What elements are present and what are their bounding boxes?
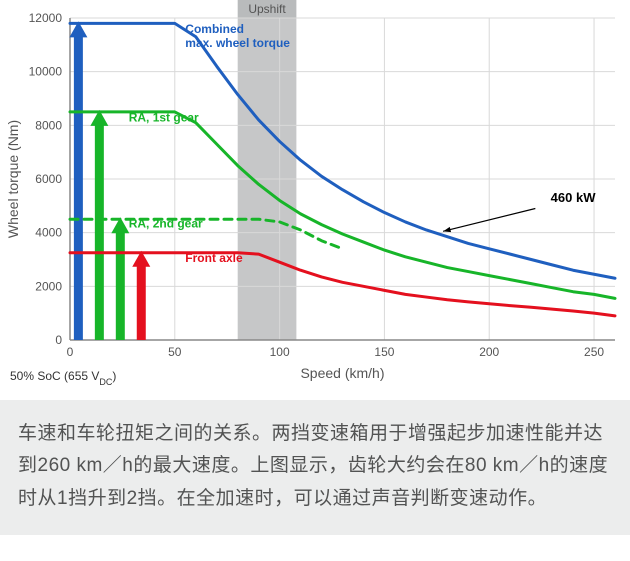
series-ra1 [70,112,615,298]
y-axis-label: Wheel torque (Nm) [5,120,21,238]
svg-text:50: 50 [168,345,182,359]
upshift-label: Upshift [248,2,286,16]
series-label-combined: max. wheel torque [185,36,290,50]
series-label-front: Front axle [185,251,243,265]
series-label-ra2: RA, 2nd gear [129,216,203,230]
svg-text:250: 250 [584,345,604,359]
caption-text: 车速和车轮扭矩之间的关系。两挡变速箱用于增强起步加速性能并达到260 km／h的… [18,423,608,509]
series-label-ra1: RA, 1st gear [129,110,199,124]
svg-text:2000: 2000 [35,279,62,293]
svg-text:12000: 12000 [29,11,63,25]
caption: 车速和车轮扭矩之间的关系。两挡变速箱用于增强起步加速性能并达到260 km／h的… [0,400,630,535]
x-axis-label: Speed (km/h) [300,365,384,381]
annotation-460kw: 460 kW [551,190,597,205]
series-ra2 [70,219,343,249]
svg-text:150: 150 [374,345,394,359]
svg-text:0: 0 [55,333,62,347]
svg-text:6000: 6000 [35,172,62,186]
svg-text:200: 200 [479,345,499,359]
svg-text:0: 0 [67,345,74,359]
series-label-combined: Combined [185,22,244,36]
svg-text:4000: 4000 [35,226,62,240]
svg-text:10000: 10000 [29,65,63,79]
svg-text:100: 100 [270,345,290,359]
series-combined [70,23,615,278]
torque-speed-chart: Upshift 0 50 100 150 200 250 0 2000 4000 6000 8000 1… [0,0,630,400]
chart-svg: Upshift 0 50 100 150 200 250 0 2000 4000 6000 8000 1… [0,0,630,400]
svg-text:8000: 8000 [35,118,62,132]
soc-footnote: 50% SoC (655 VDC) [10,369,116,387]
